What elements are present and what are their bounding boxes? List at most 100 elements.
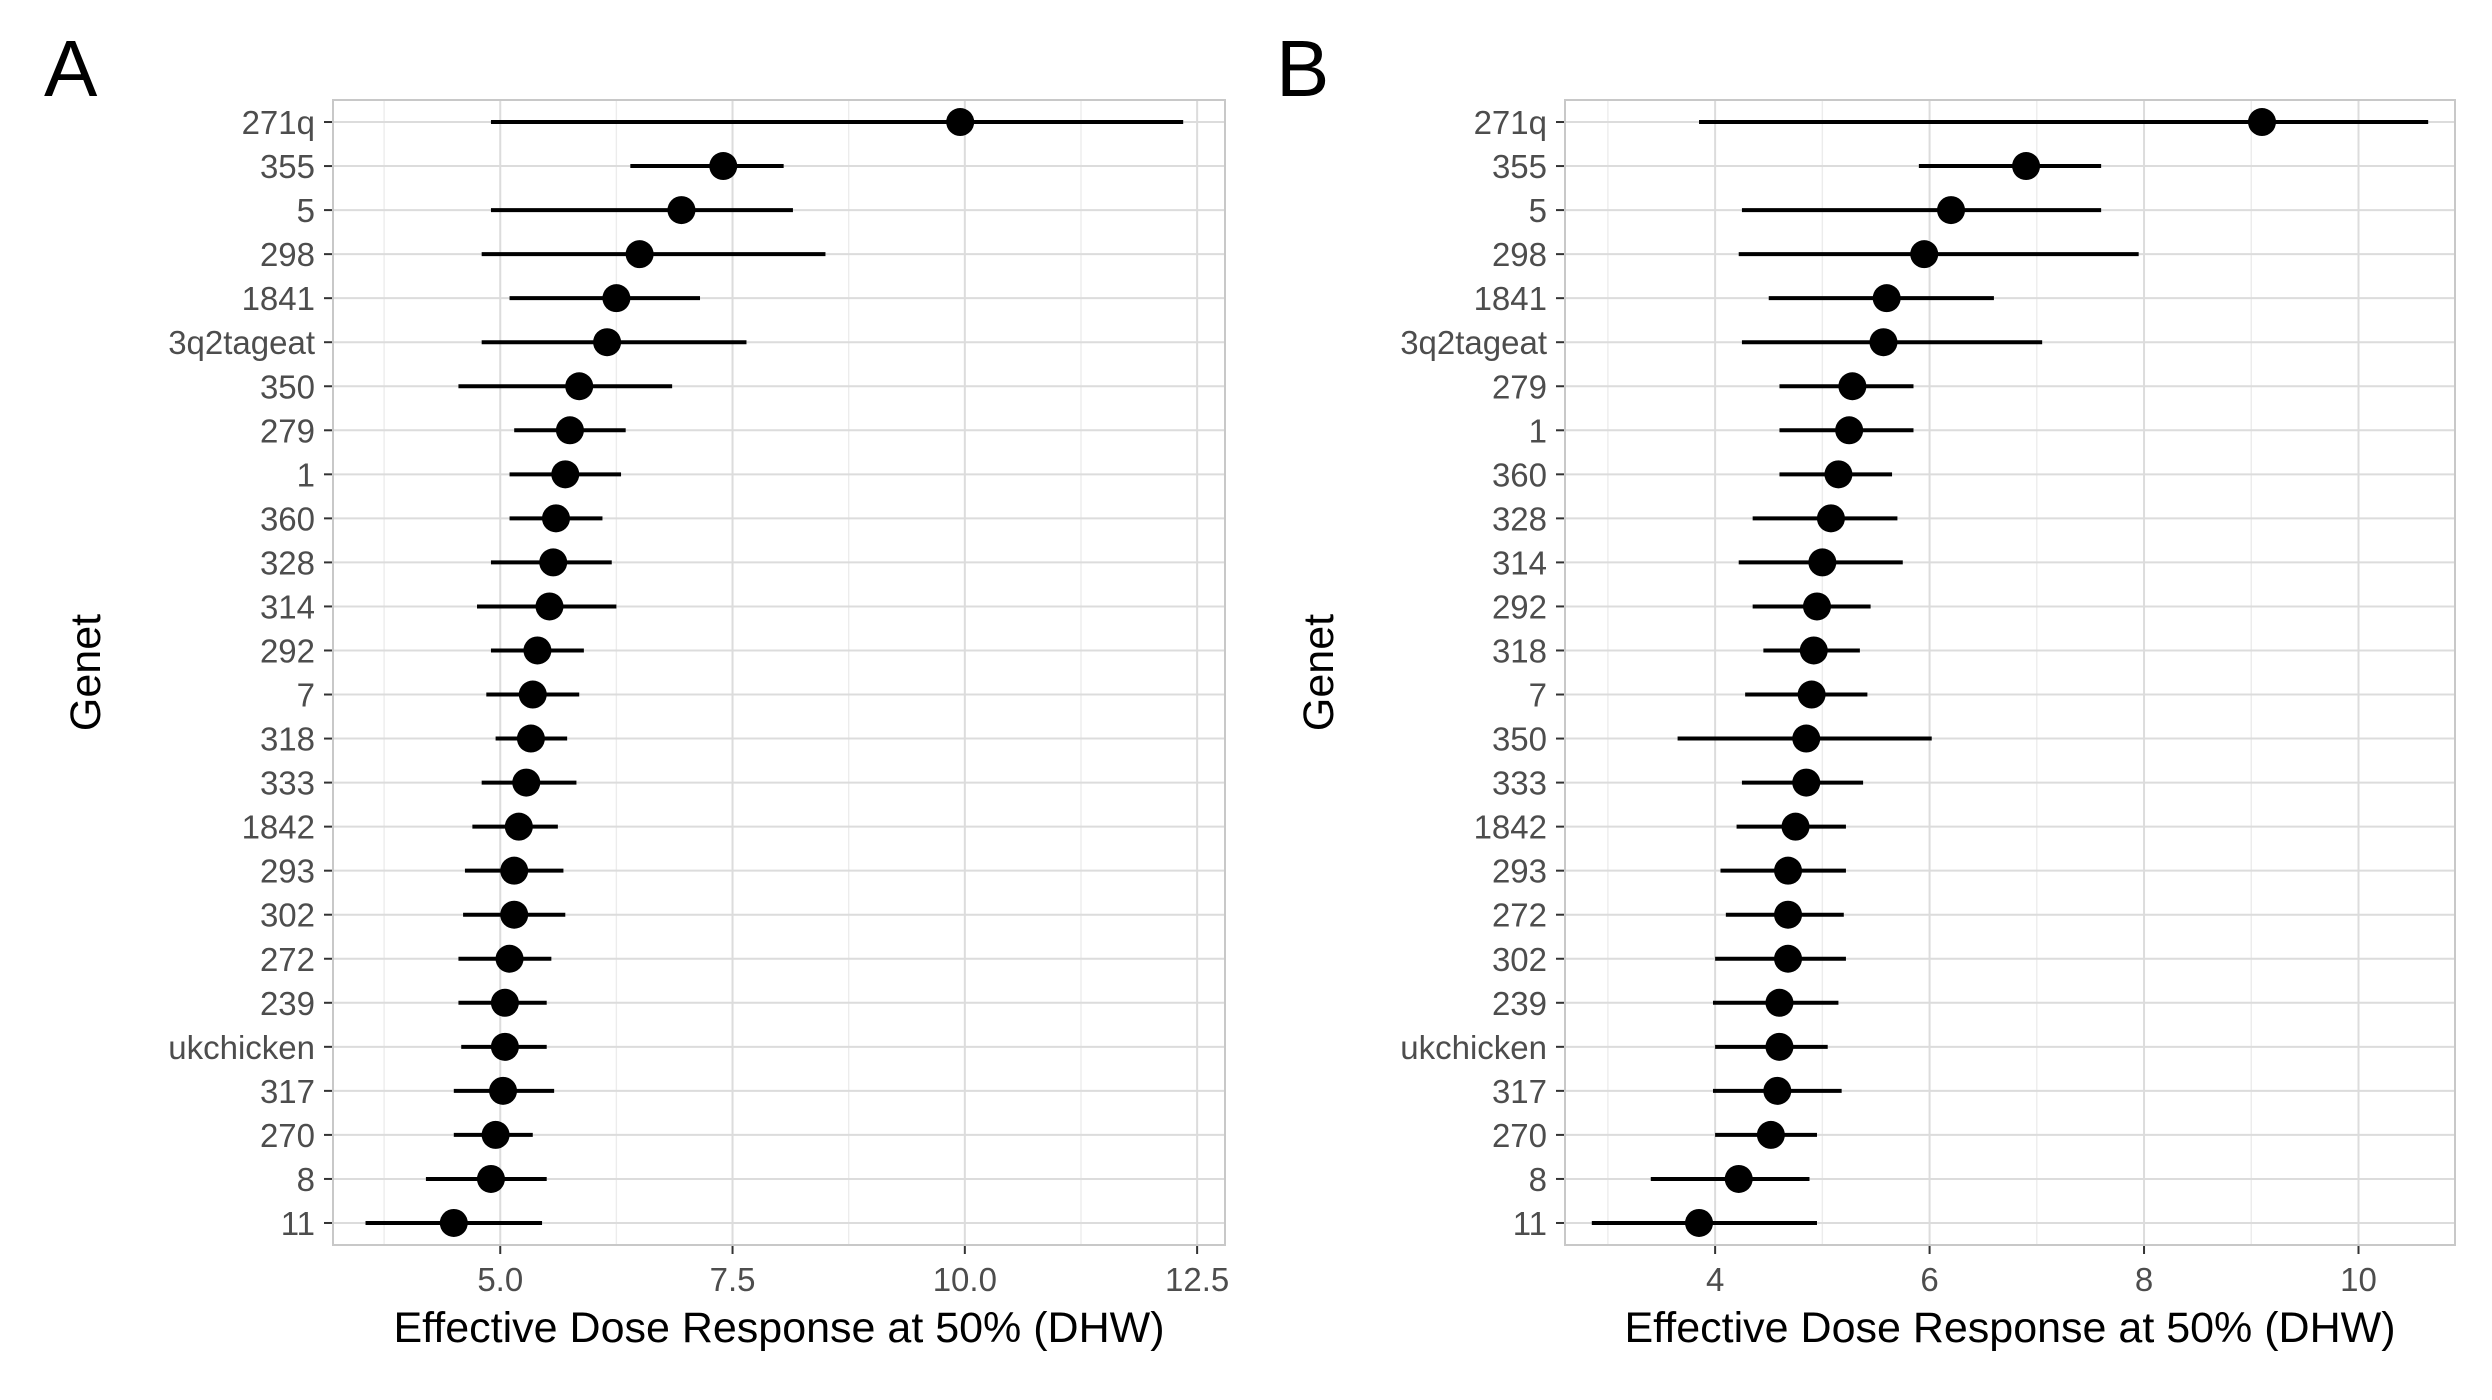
y-tick-label: 272 bbox=[1492, 897, 1547, 934]
y-tick-label: 5 bbox=[297, 192, 315, 229]
y-tick-label: 350 bbox=[260, 368, 315, 405]
y-tick-label: 1842 bbox=[1474, 809, 1547, 846]
y-tick-label: 1841 bbox=[242, 280, 315, 317]
estimate-point-355 bbox=[2012, 152, 2041, 181]
y-tick-label: 328 bbox=[1492, 500, 1547, 537]
estimate-point-271q bbox=[2247, 108, 2276, 137]
x-tick-label: 5.0 bbox=[477, 1261, 523, 1298]
estimate-point-ukchicken bbox=[1765, 1032, 1794, 1061]
estimate-point-317 bbox=[489, 1076, 518, 1105]
panel-a-plot: 5.0 7.5 10.0 12.5 271q 355 5 298 1841 3q2tageat 35… bbox=[62, 99, 1229, 1352]
estimate-point-7 bbox=[1797, 680, 1826, 709]
estimate-point-1842 bbox=[504, 812, 533, 841]
x-axis-title-b: Effective Dose Response at 50% (DHW) bbox=[1624, 1304, 2395, 1352]
estimate-point-355 bbox=[709, 152, 738, 181]
estimate-point-272 bbox=[1774, 900, 1803, 929]
estimate-point-328 bbox=[1816, 504, 1845, 533]
y-tick-label: 360 bbox=[1492, 456, 1547, 493]
y-tick-label: 292 bbox=[260, 632, 315, 669]
estimate-point-314 bbox=[1808, 548, 1837, 577]
y-tick-label: 314 bbox=[260, 588, 315, 625]
y-tick-label: 302 bbox=[1492, 941, 1547, 978]
y-tick-label: 279 bbox=[260, 412, 315, 449]
y-tick-label: 293 bbox=[260, 853, 315, 890]
estimate-point-279 bbox=[555, 416, 584, 445]
x-tick-label: 10.0 bbox=[933, 1261, 997, 1298]
x-tick-label: 7.5 bbox=[710, 1261, 756, 1298]
estimate-point-302 bbox=[500, 900, 529, 929]
panel-border bbox=[332, 99, 1226, 1246]
y-tick-label: 3q2tageat bbox=[168, 324, 315, 361]
estimate-point-293 bbox=[500, 856, 529, 885]
y-tick-label: 318 bbox=[1492, 632, 1547, 669]
estimate-point-1842 bbox=[1781, 812, 1810, 841]
estimate-point-350 bbox=[1792, 724, 1821, 753]
estimate-point-1 bbox=[551, 460, 580, 489]
y-tick-label: 1841 bbox=[1474, 280, 1547, 317]
estimate-point-3q2tageat bbox=[1869, 328, 1898, 357]
y-tick-label: 333 bbox=[1492, 765, 1547, 802]
estimate-point-333 bbox=[1792, 768, 1821, 797]
y-tick-label: 1 bbox=[1529, 412, 1547, 449]
y-tick-label: 302 bbox=[260, 897, 315, 934]
y-tick-label: ukchicken bbox=[168, 1029, 315, 1066]
y-tick-label: 355 bbox=[260, 148, 315, 185]
panel-b-plot: 4 6 8 10 271q 355 5 298 1841 3q2tageat 279 1 360 328 3… bbox=[1295, 99, 2456, 1352]
estimate-point-328 bbox=[539, 548, 568, 577]
y-tick-label: 8 bbox=[1529, 1161, 1547, 1198]
y-tick-label: 3q2tageat bbox=[1400, 324, 1547, 361]
estimate-point-7 bbox=[518, 680, 547, 709]
y-tick-label: 328 bbox=[260, 544, 315, 581]
estimate-point-ukchicken bbox=[490, 1032, 519, 1061]
estimate-point-318 bbox=[1799, 636, 1828, 665]
y-tick-label: 270 bbox=[260, 1117, 315, 1154]
x-tick-label: 6 bbox=[1920, 1261, 1938, 1298]
y-tick-label: 11 bbox=[1513, 1205, 1547, 1242]
estimate-point-270 bbox=[1756, 1120, 1785, 1149]
y-tick-label: 270 bbox=[1492, 1117, 1547, 1154]
estimate-point-271q bbox=[946, 108, 975, 137]
estimate-point-1841 bbox=[602, 284, 631, 313]
y-tick-label: 292 bbox=[1492, 588, 1547, 625]
y-tick-label: ukchicken bbox=[1400, 1029, 1547, 1066]
y-tick-label: 298 bbox=[260, 236, 315, 273]
y-tick-label: 1 bbox=[297, 456, 315, 493]
y-tick-label: 298 bbox=[1492, 236, 1547, 273]
estimate-point-292 bbox=[1802, 592, 1831, 621]
estimate-point-302 bbox=[1774, 944, 1803, 973]
estimate-point-8 bbox=[476, 1164, 505, 1193]
estimate-point-298 bbox=[625, 240, 654, 269]
estimate-point-279 bbox=[1838, 372, 1867, 401]
y-tick-label: 314 bbox=[1492, 544, 1547, 581]
y-tick-label: 271q bbox=[1474, 104, 1547, 141]
estimate-point-11 bbox=[439, 1208, 468, 1237]
y-tick-label: 7 bbox=[1529, 677, 1547, 714]
estimate-point-5 bbox=[1937, 196, 1966, 225]
y-axis-title-b: Genet bbox=[1295, 614, 1343, 731]
y-tick-label: 272 bbox=[260, 941, 315, 978]
y-tick-label: 360 bbox=[260, 500, 315, 537]
y-tick-label: 317 bbox=[1492, 1073, 1547, 1110]
estimate-point-8 bbox=[1724, 1164, 1753, 1193]
y-tick-label: 239 bbox=[1492, 985, 1547, 1022]
x-tick-label: 8 bbox=[2135, 1261, 2153, 1298]
y-tick-label: 239 bbox=[260, 985, 315, 1022]
estimate-point-360 bbox=[1824, 460, 1853, 489]
estimate-point-317 bbox=[1763, 1076, 1792, 1105]
x-tick-label: 4 bbox=[1706, 1261, 1724, 1298]
estimate-point-333 bbox=[512, 768, 541, 797]
estimate-point-5 bbox=[667, 196, 696, 225]
estimate-point-239 bbox=[1765, 988, 1794, 1017]
estimate-point-1841 bbox=[1872, 284, 1901, 313]
estimate-point-293 bbox=[1774, 856, 1803, 885]
y-tick-label: 11 bbox=[281, 1205, 315, 1242]
y-tick-label: 317 bbox=[260, 1073, 315, 1110]
estimate-point-292 bbox=[523, 636, 552, 665]
y-tick-label: 293 bbox=[1492, 853, 1547, 890]
y-tick-label: 279 bbox=[1492, 368, 1547, 405]
y-tick-label: 355 bbox=[1492, 148, 1547, 185]
y-tick-label: 350 bbox=[1492, 721, 1547, 758]
y-tick-label: 8 bbox=[297, 1161, 315, 1198]
x-tick-label: 12.5 bbox=[1165, 1261, 1229, 1298]
